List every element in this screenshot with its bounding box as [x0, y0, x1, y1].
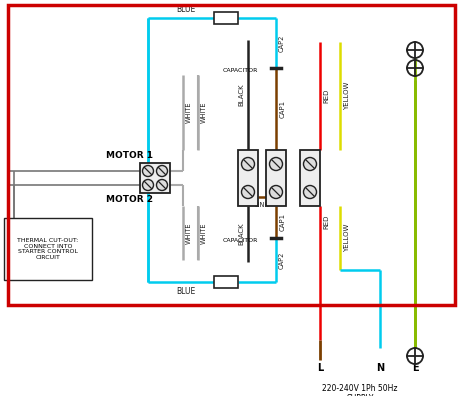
Text: N: N — [376, 363, 384, 373]
Bar — [214, 12, 238, 24]
Bar — [266, 150, 286, 206]
Text: BLUE: BLUE — [176, 6, 196, 15]
Bar — [238, 150, 258, 206]
Text: YELLOW: YELLOW — [344, 224, 350, 252]
Circle shape — [143, 166, 154, 177]
Circle shape — [156, 166, 167, 177]
Text: CAP1: CAP1 — [280, 213, 286, 231]
Circle shape — [143, 179, 154, 190]
Text: MOTOR 1: MOTOR 1 — [107, 152, 154, 160]
Text: WHITE: WHITE — [186, 222, 192, 244]
Bar — [8, 5, 455, 305]
Text: BLACK: BLACK — [238, 223, 244, 245]
Text: BLACK: BLACK — [238, 84, 244, 106]
Bar — [4, 218, 92, 280]
Text: YELLOW: YELLOW — [344, 82, 350, 110]
Text: CAP2: CAP2 — [279, 251, 285, 269]
Text: WHITE: WHITE — [201, 101, 207, 123]
Bar — [214, 276, 238, 288]
Text: CAPACITOR: CAPACITOR — [223, 67, 258, 72]
Text: BLUE: BLUE — [176, 286, 196, 295]
Text: LINK: LINK — [255, 202, 269, 208]
Text: THERMAL CUT-OUT:
CONNECT INTO
STARTER CONTROL
CIRCUIT: THERMAL CUT-OUT: CONNECT INTO STARTER CO… — [18, 238, 79, 260]
Text: 220-240V 1Ph 50Hz
SUPPLY: 220-240V 1Ph 50Hz SUPPLY — [322, 384, 398, 396]
Bar — [300, 150, 320, 206]
Circle shape — [270, 158, 283, 171]
Text: MOTOR 2: MOTOR 2 — [107, 196, 154, 204]
Circle shape — [241, 185, 255, 198]
Circle shape — [241, 158, 255, 171]
Text: CAP2: CAP2 — [279, 34, 285, 52]
Text: E: E — [412, 363, 419, 373]
Circle shape — [270, 185, 283, 198]
Text: RED: RED — [323, 215, 329, 229]
Circle shape — [303, 158, 317, 171]
Bar — [140, 163, 170, 193]
Text: WHITE: WHITE — [186, 101, 192, 123]
Text: CAP1: CAP1 — [280, 100, 286, 118]
Text: WHITE: WHITE — [201, 222, 207, 244]
Text: CAPACITOR: CAPACITOR — [223, 238, 258, 242]
Circle shape — [156, 179, 167, 190]
Text: RED: RED — [323, 89, 329, 103]
Circle shape — [303, 185, 317, 198]
Text: L: L — [317, 363, 323, 373]
